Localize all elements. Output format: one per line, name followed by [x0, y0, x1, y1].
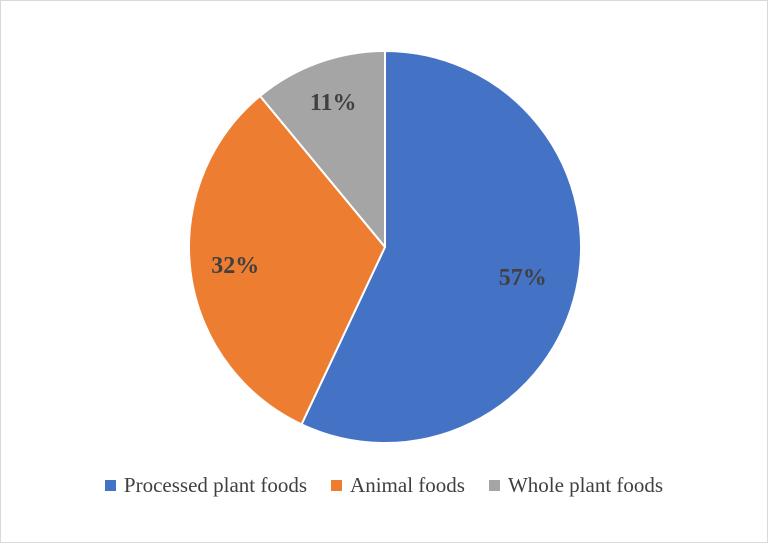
legend-label: Whole plant foods — [507, 473, 664, 497]
pie-slice-whole-plant-foods — [259, 50, 386, 248]
legend: Processed plant foods Animal foods Whole p… — [1, 473, 767, 498]
data-label-animal-foods: 32% — [211, 253, 259, 279]
legend-swatch — [488, 480, 500, 491]
legend-label: Animal foods — [350, 473, 465, 497]
legend-label: Processed plant foods — [123, 473, 308, 497]
data-label-processed-plant-foods: 57% — [499, 265, 547, 291]
data-label-whole-plant-foods: 11% — [310, 90, 357, 116]
pie-chart: 57% 32% 11% — [188, 50, 582, 444]
legend-swatch — [104, 480, 116, 491]
legend-swatch — [331, 480, 343, 491]
pie-slice-animal-foods — [188, 94, 386, 426]
legend-item-animal-foods: Animal foods — [331, 473, 465, 498]
legend-item-processed-plant-foods: Processed plant foods — [104, 473, 308, 498]
pie-slice-processed-plant-foods — [300, 50, 582, 444]
legend-item-whole-plant-foods: Whole plant foods — [488, 473, 664, 498]
